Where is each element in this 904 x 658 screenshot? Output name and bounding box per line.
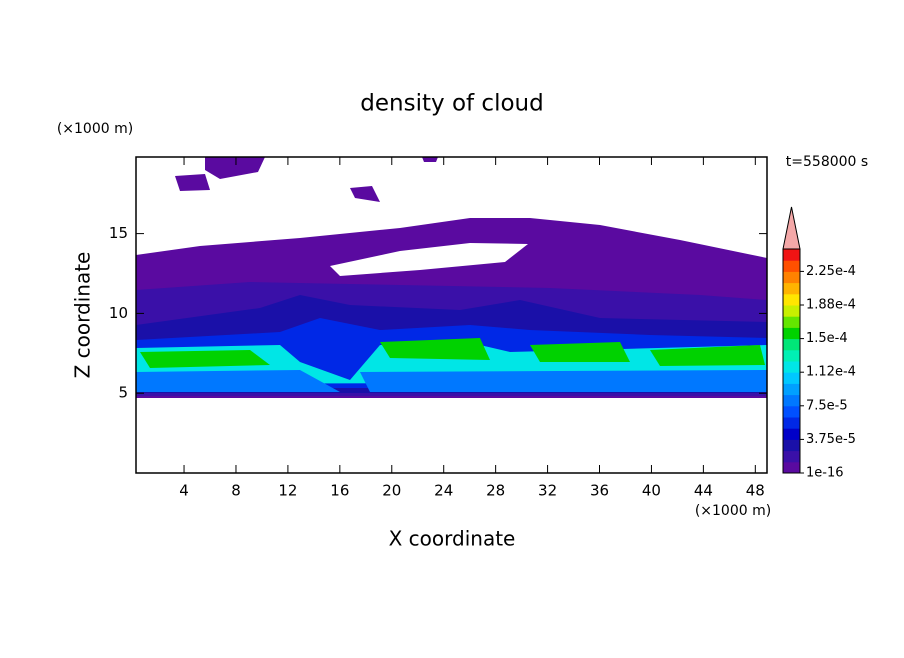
x-tick-label: 12 — [278, 482, 297, 500]
y-axis-label: Z coordinate — [71, 252, 95, 379]
x-tick-label: 48 — [746, 482, 765, 500]
colorbar-band — [783, 439, 800, 452]
contour-region — [530, 342, 630, 362]
x-tick-label: 4 — [179, 482, 189, 500]
contour-region — [136, 370, 340, 392]
colorbar-band — [783, 293, 800, 306]
colorbar-tick-label: 7.5e-5 — [806, 398, 848, 413]
colorbar-band — [783, 249, 800, 261]
colorbar-band — [783, 338, 800, 351]
colorbar-band — [783, 428, 800, 440]
x-tick-label: 40 — [642, 482, 661, 500]
y-unit: (×1000 m) — [57, 121, 133, 137]
colorbar-band — [783, 405, 800, 418]
colorbar-tick-label: 3.75e-5 — [806, 432, 856, 447]
contour-field — [136, 157, 767, 398]
colorbar-band — [783, 372, 800, 384]
colorbar-band — [783, 282, 800, 295]
x-tick-label: 32 — [538, 482, 557, 500]
colorbar-band — [783, 271, 800, 284]
x-tick-label: 44 — [694, 482, 713, 500]
x-unit: (×1000 m) — [695, 503, 771, 519]
contour-region — [650, 345, 765, 366]
y-tick-label: 15 — [109, 224, 128, 242]
plot-frame — [135, 156, 768, 474]
contour-region — [330, 243, 528, 276]
colorbar-tick-label: 1e-16 — [806, 466, 844, 481]
x-tick-label: 36 — [590, 482, 609, 500]
colorbar-band — [783, 260, 800, 272]
colorbar-band — [783, 461, 800, 474]
x-tick-label: 16 — [330, 482, 349, 500]
contour-region — [205, 157, 265, 179]
colorbar-band — [783, 305, 800, 317]
time-annotation: t=558000 s — [786, 154, 868, 170]
colorbar-band — [783, 394, 800, 407]
colorbar-band — [783, 349, 800, 362]
colorbar-tick-label: 1.12e-4 — [806, 365, 856, 380]
colorbar-extend — [782, 206, 801, 250]
colorbar-band — [783, 327, 800, 340]
contour-region — [360, 370, 767, 392]
contour-region — [380, 338, 490, 360]
x-tick-label: 20 — [382, 482, 401, 500]
colorbar-tick-label: 2.25e-4 — [806, 264, 856, 279]
y-tick-label: 10 — [109, 304, 128, 322]
x-axis-label: X coordinate — [389, 527, 516, 551]
colorbar-band — [783, 316, 800, 328]
contour-region — [140, 350, 270, 368]
colorbar-band — [783, 383, 800, 396]
colorbar-tick-label: 1.5e-4 — [806, 331, 848, 346]
x-tick-label: 24 — [434, 482, 453, 500]
contour-region — [422, 157, 438, 162]
y-tick-label: 5 — [118, 384, 128, 402]
colorbar-band — [783, 417, 800, 429]
colorbar-frame — [782, 248, 801, 474]
colorbar-band — [783, 361, 800, 373]
colorbar-tick-label: 1.88e-4 — [806, 298, 856, 313]
contour-region — [175, 174, 210, 191]
contour-region — [350, 186, 380, 202]
chart-title: density of cloud — [360, 91, 543, 117]
x-tick-label: 28 — [486, 482, 505, 500]
colorbar-band — [783, 450, 800, 463]
x-tick-label: 8 — [231, 482, 241, 500]
